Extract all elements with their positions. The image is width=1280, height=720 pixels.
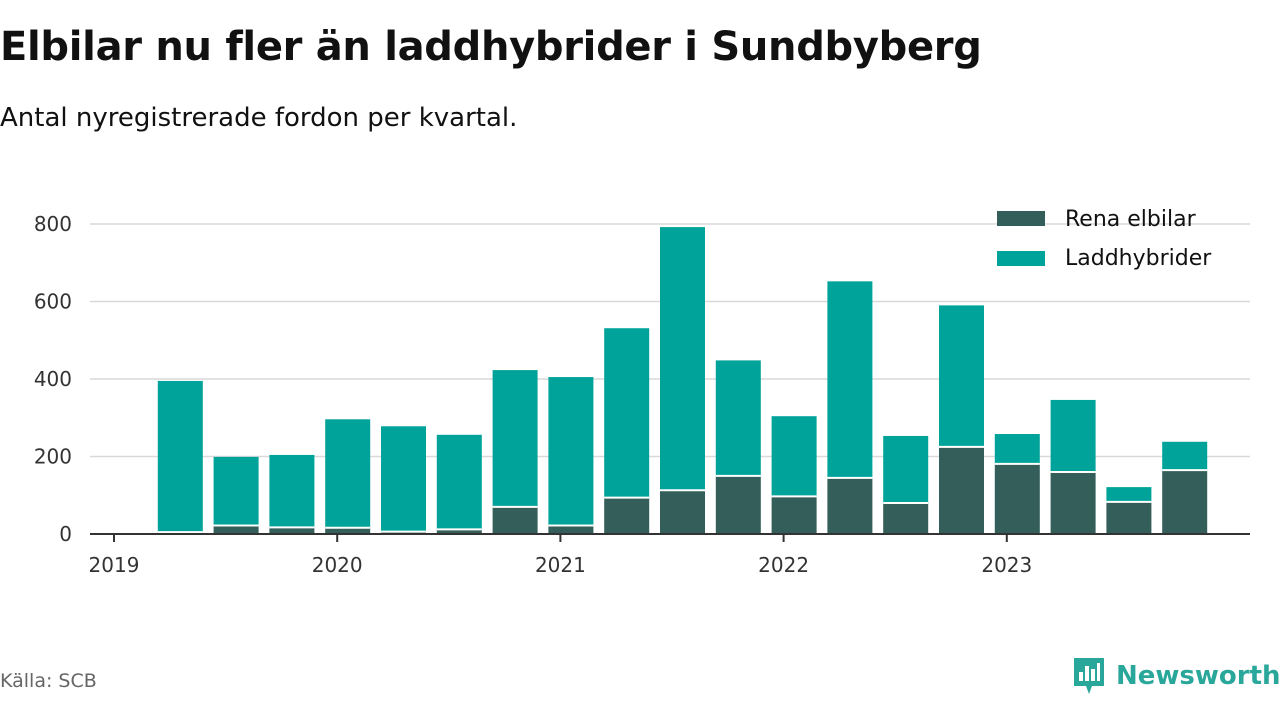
- x-tick-label: 2021: [535, 553, 586, 577]
- legend: Rena elbilar Laddhybrider: [997, 207, 1212, 271]
- bar-laddhybrider: [436, 434, 482, 530]
- bar-elbilar: [604, 497, 650, 534]
- brand-name: Newsworthy: [1116, 661, 1280, 691]
- bar-laddhybrider: [1106, 487, 1152, 502]
- y-tick-label: 800: [34, 212, 72, 236]
- bar-elbilar: [381, 531, 426, 534]
- bar-elbilar: [436, 529, 482, 534]
- chart-title: Elbilar nu fler än laddhybrider i Sundby…: [0, 24, 982, 70]
- bars: [157, 227, 1208, 534]
- bar-elbilar: [939, 446, 984, 534]
- bar-elbilar: [1050, 472, 1096, 534]
- bar-laddhybrider: [883, 435, 929, 503]
- bar-laddhybrider: [548, 377, 594, 526]
- y-tick-label: 600: [34, 290, 72, 314]
- chart-subtitle: Antal nyregistrerade fordon per kvartal.: [0, 103, 518, 133]
- bar-laddhybrider: [660, 227, 705, 491]
- bar-laddhybrider: [715, 360, 761, 476]
- newsworthy-logo-icon: [1074, 658, 1104, 694]
- source-note: Källa: SCB: [0, 670, 97, 692]
- stacked-bar-chart: 0 200 400 600 800 2019 2020 2021 2022 2023 Rena …: [34, 207, 1250, 577]
- legend-swatch-laddhybrider: [997, 251, 1045, 266]
- bar-elbilar: [827, 477, 873, 534]
- bar-elbilar: [269, 527, 315, 534]
- bar-laddhybrider: [771, 416, 817, 497]
- bar-laddhybrider: [994, 434, 1040, 464]
- y-tick-label: 400: [34, 367, 72, 391]
- bar-laddhybrider: [269, 454, 315, 528]
- bar-laddhybrider: [604, 328, 650, 498]
- bar-laddhybrider: [325, 419, 371, 528]
- bar-laddhybrider: [492, 370, 538, 507]
- x-tick-label: 2023: [981, 553, 1032, 577]
- legend-swatch-elbilar: [997, 211, 1045, 226]
- bar-laddhybrider: [157, 380, 203, 533]
- bar-laddhybrider: [939, 305, 984, 447]
- x-axis: 2019 2020 2021 2022 2023: [89, 533, 1250, 577]
- bar-laddhybrider: [381, 426, 426, 532]
- bar-elbilar: [492, 506, 538, 534]
- bar-elbilar: [1162, 470, 1208, 534]
- bar-laddhybrider: [827, 281, 873, 478]
- bar-elbilar: [548, 525, 594, 534]
- bar-laddhybrider: [1050, 399, 1096, 472]
- legend-label-elbilar: Rena elbilar: [1065, 207, 1197, 232]
- bar-elbilar: [660, 490, 705, 534]
- bar-elbilar: [994, 463, 1040, 534]
- bar-elbilar: [1106, 501, 1152, 534]
- x-tick-label: 2022: [758, 553, 809, 577]
- bar-laddhybrider: [213, 456, 259, 526]
- x-tick-label: 2020: [312, 553, 363, 577]
- brand[interactable]: Newsworthy: [1072, 654, 1280, 698]
- bar-elbilar: [771, 496, 817, 534]
- bar-elbilar: [883, 503, 929, 534]
- x-tick-label: 2019: [89, 553, 140, 577]
- bar-elbilar: [213, 525, 259, 534]
- y-axis: 0 200 400 600 800: [34, 212, 72, 546]
- bar-laddhybrider: [1162, 441, 1208, 471]
- y-tick-label: 200: [34, 445, 72, 469]
- y-tick-label: 0: [59, 522, 72, 546]
- bar-elbilar: [715, 475, 761, 534]
- bar-elbilar: [325, 527, 371, 534]
- legend-label-laddhybrider: Laddhybrider: [1065, 246, 1212, 271]
